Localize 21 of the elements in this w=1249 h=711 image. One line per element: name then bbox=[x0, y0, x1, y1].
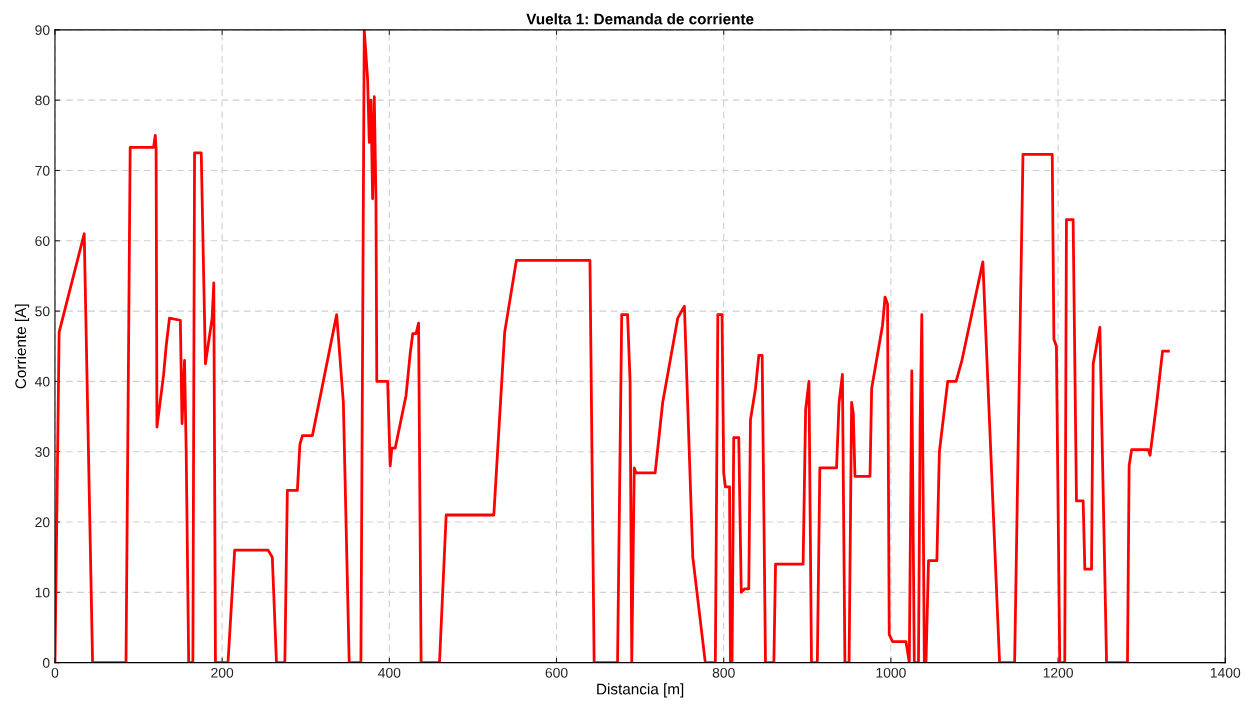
x-tick-label: 600 bbox=[545, 667, 568, 678]
y-tick-label: 0 bbox=[42, 657, 50, 668]
y-tick-label: 60 bbox=[35, 236, 50, 246]
x-tick-label: 1400 bbox=[1210, 667, 1241, 678]
y-tick-label: 70 bbox=[35, 165, 50, 176]
x-tick-label: 0 bbox=[51, 667, 59, 678]
x-tick-label: 800 bbox=[712, 667, 735, 678]
y-tick-label: 80 bbox=[35, 95, 50, 106]
y-tick-label: 30 bbox=[35, 447, 50, 457]
y-tick-label: 50 bbox=[35, 306, 50, 317]
chart-title: Vuelta 1: Demanda de corriente bbox=[526, 13, 754, 25]
x-tick-label: 1200 bbox=[1043, 667, 1073, 678]
x-tick-label: 400 bbox=[378, 667, 401, 678]
x-axis-title: Distancia [m] bbox=[597, 683, 684, 698]
y-axis-title: Corriente [A] bbox=[14, 304, 30, 389]
y-tick-label: 40 bbox=[34, 376, 50, 387]
y-tick-label: 10 bbox=[35, 587, 50, 598]
y-tick-label: 20 bbox=[35, 517, 50, 528]
y-tick-label: 90 bbox=[35, 25, 50, 36]
x-tick-label: 1000 bbox=[876, 667, 906, 678]
x-tick-label: 200 bbox=[211, 667, 234, 678]
